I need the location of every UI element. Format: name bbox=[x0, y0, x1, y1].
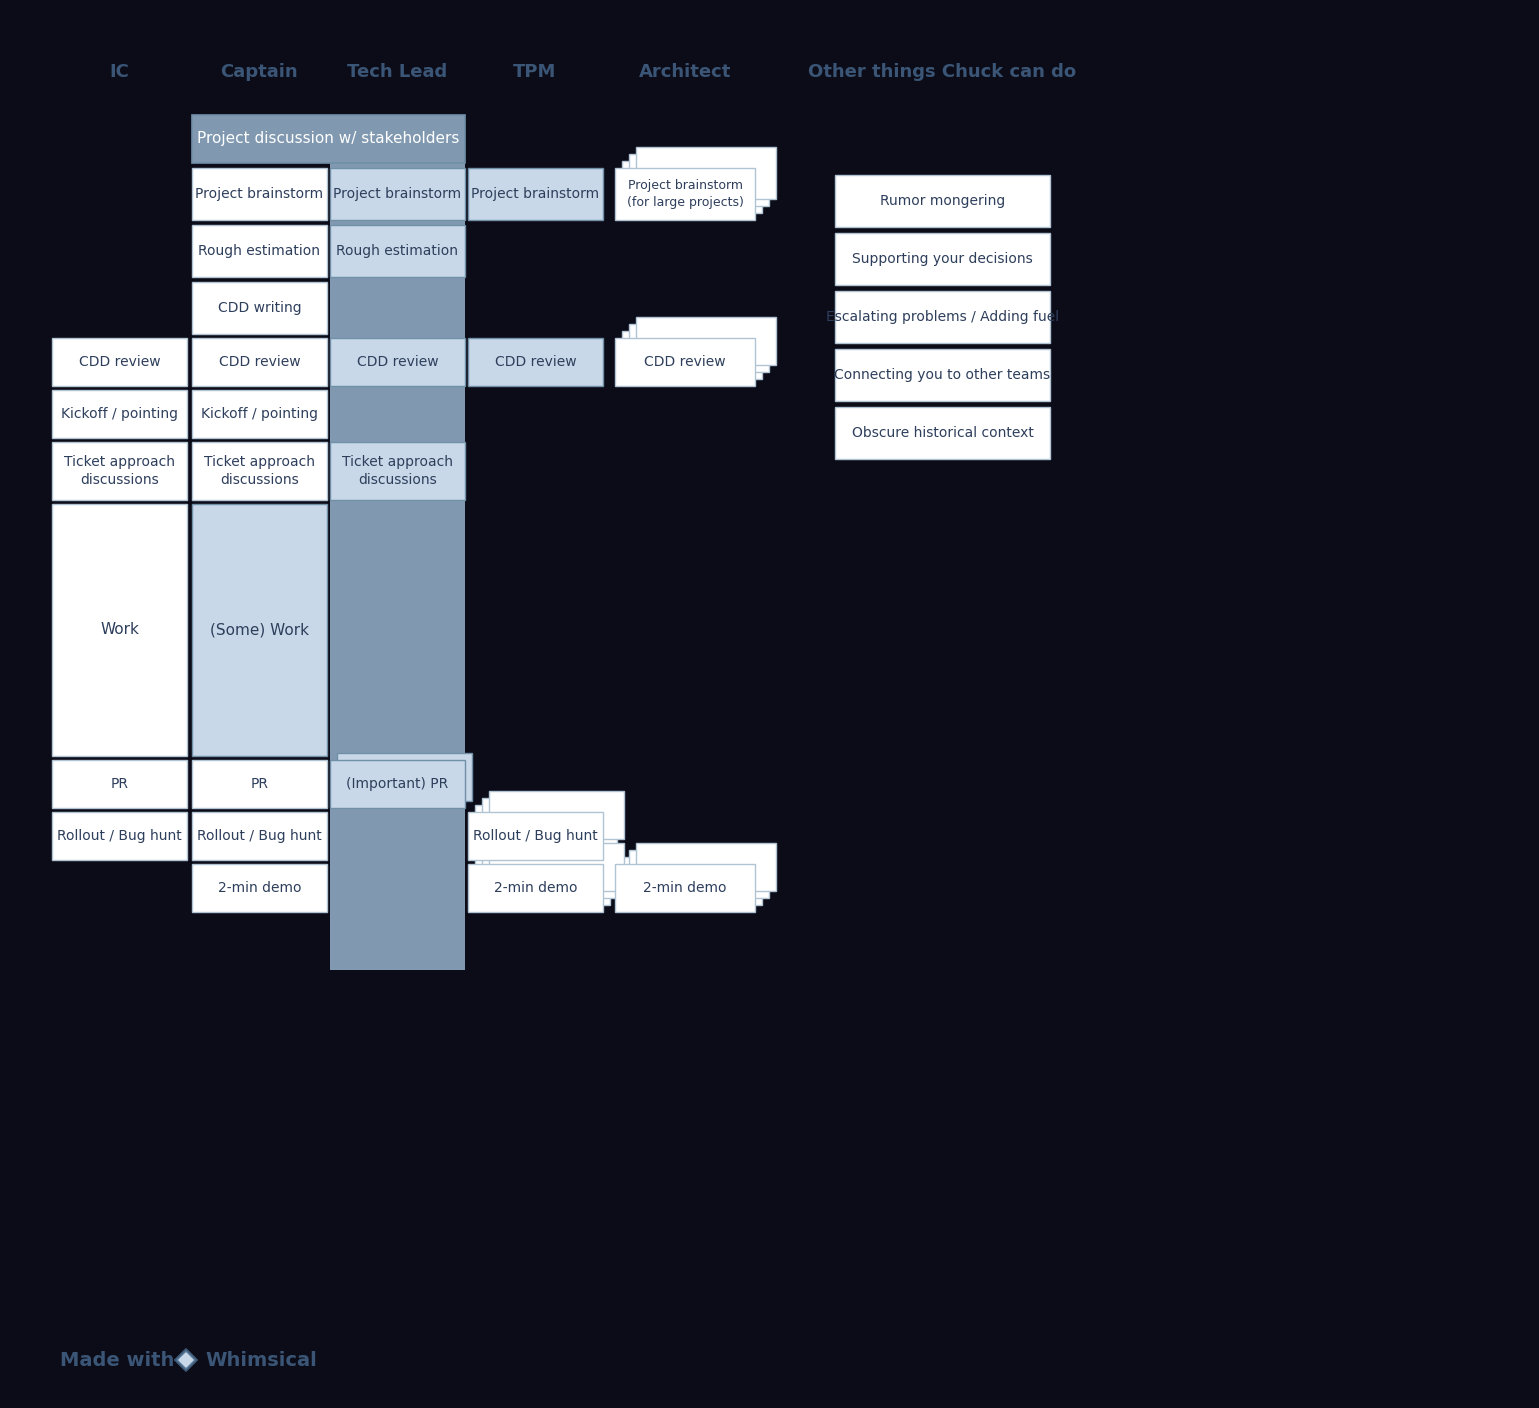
Text: Project brainstorm
(for large projects): Project brainstorm (for large projects) bbox=[626, 179, 743, 208]
Bar bbox=[636, 317, 776, 365]
Text: Made with: Made with bbox=[60, 1350, 174, 1370]
Bar bbox=[192, 760, 326, 808]
Bar bbox=[836, 232, 1050, 284]
Text: CDD review: CDD review bbox=[357, 355, 439, 369]
Bar bbox=[329, 760, 465, 808]
Bar bbox=[52, 338, 188, 386]
Bar bbox=[192, 168, 326, 220]
Bar bbox=[616, 338, 756, 386]
Text: IC: IC bbox=[109, 63, 129, 82]
Text: Rollout / Bug hunt: Rollout / Bug hunt bbox=[57, 829, 182, 843]
Bar bbox=[192, 442, 326, 500]
Bar bbox=[468, 865, 603, 912]
Bar bbox=[468, 168, 603, 220]
Text: 2-min demo: 2-min demo bbox=[643, 881, 726, 895]
Text: Ticket approach
discussions: Ticket approach discussions bbox=[342, 455, 452, 487]
Bar bbox=[629, 153, 770, 206]
Bar bbox=[192, 338, 326, 386]
Bar bbox=[476, 805, 609, 853]
Text: CDD review: CDD review bbox=[494, 355, 576, 369]
Text: Other things Chuck can do: Other things Chuck can do bbox=[808, 63, 1076, 82]
Text: Rollout / Bug hunt: Rollout / Bug hunt bbox=[472, 829, 597, 843]
Text: (Important) PR: (Important) PR bbox=[346, 777, 449, 791]
Bar bbox=[476, 857, 609, 905]
Text: Kickoff / pointing: Kickoff / pointing bbox=[202, 407, 319, 421]
Text: 2-min demo: 2-min demo bbox=[494, 881, 577, 895]
Text: CDD review: CDD review bbox=[219, 355, 300, 369]
Bar bbox=[52, 812, 188, 860]
Bar bbox=[636, 146, 776, 199]
Text: Rumor mongering: Rumor mongering bbox=[880, 194, 1005, 208]
Bar bbox=[329, 442, 465, 500]
Text: Tech Lead: Tech Lead bbox=[346, 63, 448, 82]
Bar bbox=[329, 225, 465, 277]
Bar bbox=[192, 865, 326, 912]
Bar bbox=[329, 338, 465, 386]
Text: Project discussion w/ stakeholders: Project discussion w/ stakeholders bbox=[197, 131, 460, 146]
Text: Obscure historical context: Obscure historical context bbox=[851, 427, 1033, 439]
Text: TPM: TPM bbox=[514, 63, 557, 82]
Bar bbox=[622, 161, 762, 213]
Bar bbox=[192, 225, 326, 277]
Polygon shape bbox=[175, 1349, 197, 1371]
Text: Ticket approach
discussions: Ticket approach discussions bbox=[205, 455, 315, 487]
Text: Project brainstorm: Project brainstorm bbox=[471, 187, 600, 201]
Text: Project brainstorm: Project brainstorm bbox=[334, 187, 462, 201]
Bar bbox=[836, 175, 1050, 227]
Text: Supporting your decisions: Supporting your decisions bbox=[853, 252, 1033, 266]
Bar bbox=[329, 168, 465, 220]
Text: PR: PR bbox=[251, 777, 268, 791]
Bar bbox=[636, 843, 776, 891]
Text: Whimsical: Whimsical bbox=[205, 1350, 317, 1370]
Text: PR: PR bbox=[111, 777, 128, 791]
Bar bbox=[489, 791, 623, 839]
Bar bbox=[482, 850, 617, 898]
Text: CDD review: CDD review bbox=[78, 355, 160, 369]
Bar bbox=[836, 407, 1050, 459]
Bar bbox=[836, 291, 1050, 344]
Text: Rough estimation: Rough estimation bbox=[337, 244, 459, 258]
Bar bbox=[192, 282, 326, 334]
Bar bbox=[616, 865, 756, 912]
Bar bbox=[489, 843, 623, 891]
Bar bbox=[629, 324, 770, 372]
Text: Connecting you to other teams: Connecting you to other teams bbox=[834, 367, 1051, 382]
Bar bbox=[468, 338, 603, 386]
Text: CDD writing: CDD writing bbox=[217, 301, 302, 315]
Bar bbox=[192, 390, 326, 438]
Bar bbox=[836, 349, 1050, 401]
Bar bbox=[337, 753, 472, 801]
Bar bbox=[52, 504, 188, 756]
Text: Captain: Captain bbox=[220, 63, 299, 82]
Bar bbox=[622, 857, 762, 905]
Polygon shape bbox=[179, 1353, 192, 1367]
Text: 2-min demo: 2-min demo bbox=[217, 881, 302, 895]
Text: Rollout / Bug hunt: Rollout / Bug hunt bbox=[197, 829, 322, 843]
Text: Architect: Architect bbox=[639, 63, 731, 82]
Text: Work: Work bbox=[100, 622, 139, 638]
Bar bbox=[616, 168, 756, 220]
Text: Rough estimation: Rough estimation bbox=[199, 244, 320, 258]
Bar bbox=[52, 442, 188, 500]
Bar bbox=[629, 850, 770, 898]
Text: Escalating problems / Adding fuel: Escalating problems / Adding fuel bbox=[826, 310, 1059, 324]
Bar bbox=[622, 331, 762, 379]
Bar bbox=[192, 115, 465, 163]
Text: Project brainstorm: Project brainstorm bbox=[195, 187, 323, 201]
Bar bbox=[192, 812, 326, 860]
Text: CDD review: CDD review bbox=[645, 355, 726, 369]
Bar bbox=[329, 115, 465, 970]
Bar bbox=[192, 504, 326, 756]
Text: Ticket approach
discussions: Ticket approach discussions bbox=[65, 455, 175, 487]
Bar bbox=[482, 798, 617, 846]
Bar bbox=[52, 760, 188, 808]
Bar bbox=[52, 390, 188, 438]
Bar bbox=[468, 812, 603, 860]
Text: Kickoff / pointing: Kickoff / pointing bbox=[62, 407, 179, 421]
Text: (Some) Work: (Some) Work bbox=[209, 622, 309, 638]
